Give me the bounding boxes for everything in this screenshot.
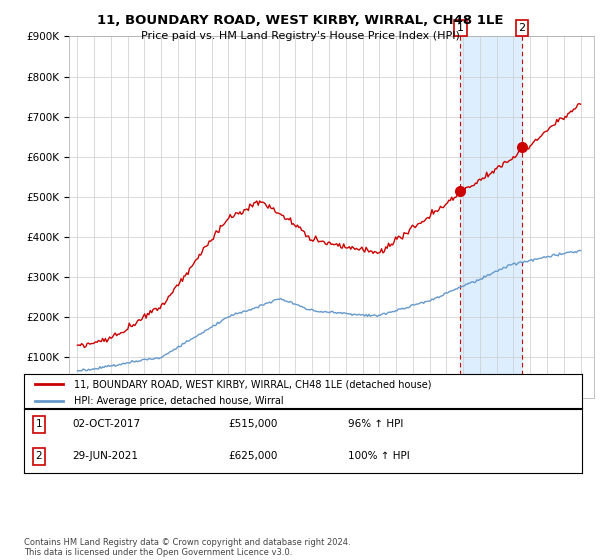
Text: 11, BOUNDARY ROAD, WEST KIRBY, WIRRAL, CH48 1LE: 11, BOUNDARY ROAD, WEST KIRBY, WIRRAL, C…: [97, 14, 503, 27]
Text: 1: 1: [457, 23, 464, 33]
Text: £625,000: £625,000: [228, 451, 277, 461]
Text: HPI: Average price, detached house, Wirral: HPI: Average price, detached house, Wirr…: [74, 396, 284, 406]
Text: 02-OCT-2017: 02-OCT-2017: [72, 419, 140, 430]
Text: 2: 2: [518, 23, 526, 33]
Text: Contains HM Land Registry data © Crown copyright and database right 2024.
This d: Contains HM Land Registry data © Crown c…: [24, 538, 350, 557]
Text: 11, BOUNDARY ROAD, WEST KIRBY, WIRRAL, CH48 1LE (detached house): 11, BOUNDARY ROAD, WEST KIRBY, WIRRAL, C…: [74, 379, 432, 389]
Text: 2: 2: [35, 451, 43, 461]
Bar: [460, 36, 522, 398]
Text: 100% ↑ HPI: 100% ↑ HPI: [348, 451, 410, 461]
Text: £515,000: £515,000: [228, 419, 277, 430]
Text: 96% ↑ HPI: 96% ↑ HPI: [348, 419, 403, 430]
Text: 29-JUN-2021: 29-JUN-2021: [72, 451, 138, 461]
Text: Price paid vs. HM Land Registry's House Price Index (HPI): Price paid vs. HM Land Registry's House …: [140, 31, 460, 41]
Text: 1: 1: [35, 419, 43, 430]
